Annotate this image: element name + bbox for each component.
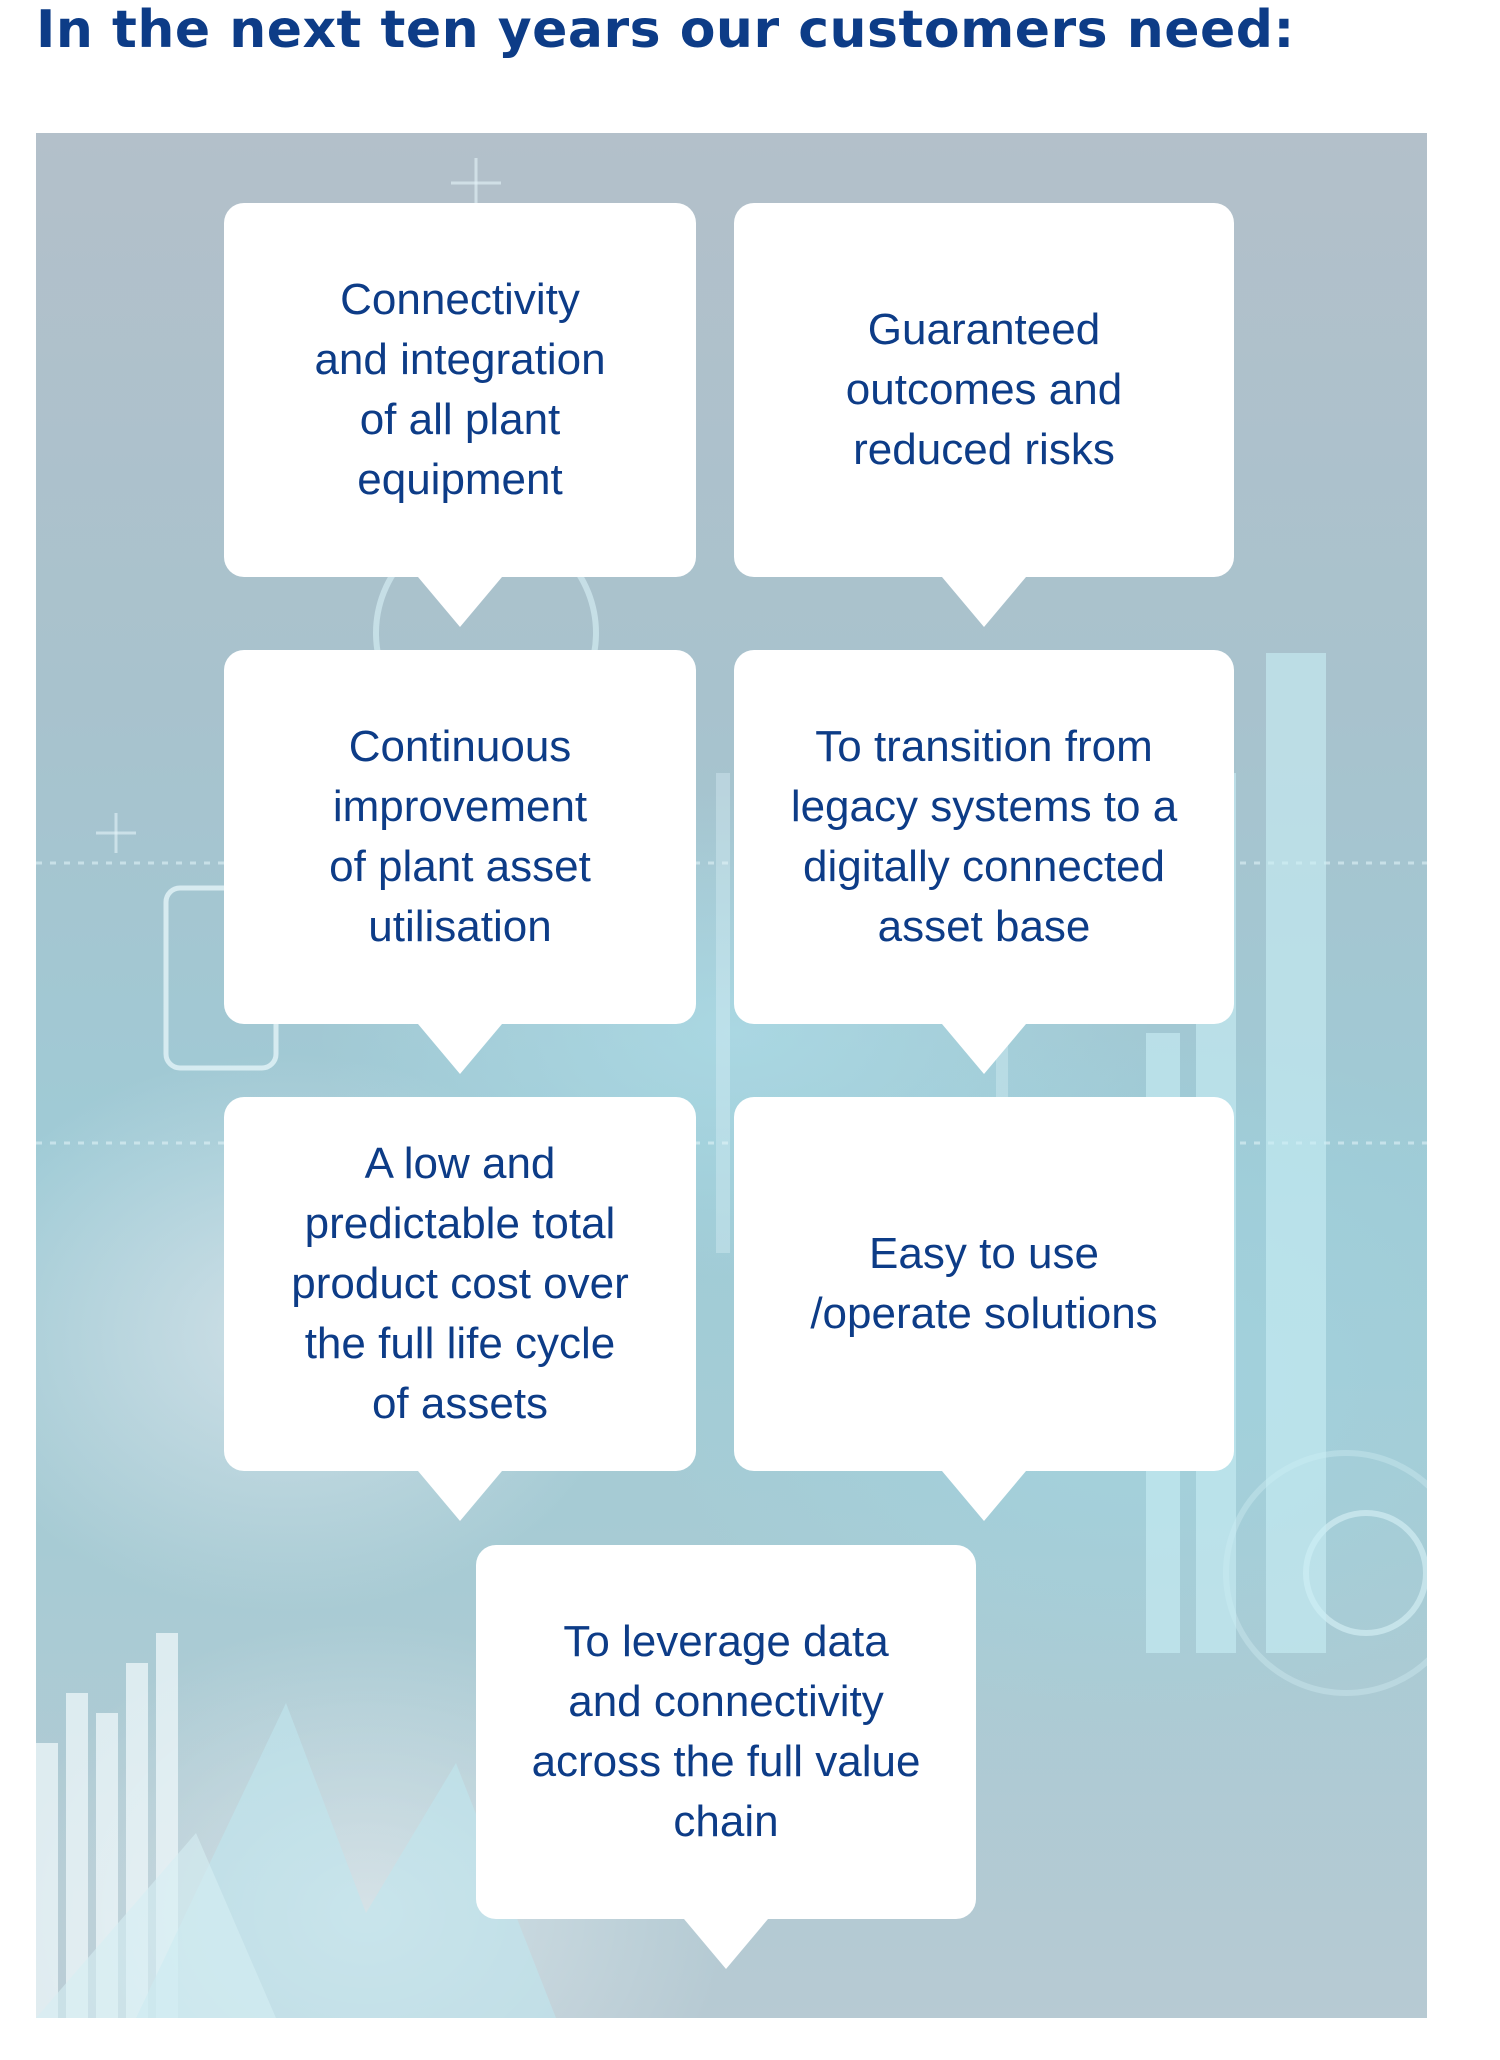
need-bubble-leverage-data: To leverage data and connectivity across… <box>476 1545 976 1969</box>
need-text: A low and predictable total product cost… <box>291 1139 629 1428</box>
need-text: To leverage data and connectivity across… <box>531 1617 921 1846</box>
need-text: Continuous improvement of plant asset ut… <box>329 722 591 951</box>
need-bubble-easy-to-use: Easy to use /operate solutions <box>734 1097 1234 1521</box>
need-bubble-connectivity: Connectivity and integration of all plan… <box>224 203 696 627</box>
need-text: Guaranteed outcomes and reduced risks <box>845 305 1123 474</box>
need-text: Connectivity and integration of all plan… <box>314 275 606 504</box>
needs-panel: Connectivity and integration of all plan… <box>36 133 1427 2018</box>
need-bubble-transition: To transition from legacy systems to a d… <box>734 650 1234 1074</box>
need-text: To transition from legacy systems to a d… <box>790 722 1178 951</box>
need-text: Easy to use /operate solutions <box>810 1229 1158 1338</box>
need-bubble-continuous-improvement: Continuous improvement of plant asset ut… <box>224 650 696 1074</box>
page-heading: In the next ten years our customers need… <box>36 0 1295 60</box>
need-bubble-guaranteed-outcomes: Guaranteed outcomes and reduced risks <box>734 203 1234 627</box>
need-bubble-low-cost: A low and predictable total product cost… <box>224 1097 696 1521</box>
